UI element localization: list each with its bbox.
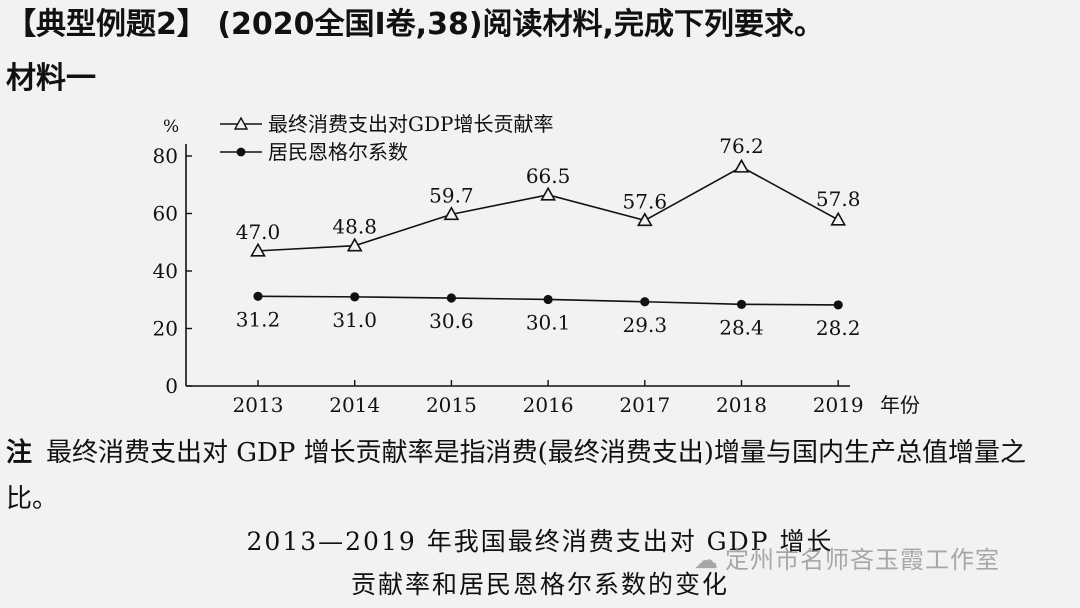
data-label: 28.2 xyxy=(816,316,861,340)
data-point-triangle xyxy=(346,237,363,252)
x-axis-label: 年份 xyxy=(880,393,920,417)
question-title: 【典型例题2】 (2020全国Ⅰ卷,38)阅读材料,完成下列要求。 xyxy=(6,7,824,42)
x-tick-label: 2018 xyxy=(716,393,767,417)
x-tick-label: 2013 xyxy=(233,393,284,417)
data-label: 30.1 xyxy=(526,310,571,334)
data-point-circle xyxy=(833,300,843,310)
data-label: 57.8 xyxy=(816,187,861,211)
x-tick-label: 2014 xyxy=(329,393,380,417)
data-point-circle xyxy=(543,294,553,305)
data-point-triangle xyxy=(636,212,653,227)
data-point-circle xyxy=(253,291,263,301)
legend-marker-circle xyxy=(236,147,246,157)
legend-marker-triangle xyxy=(233,116,249,130)
data-point-triangle xyxy=(250,242,266,257)
wechat-icon: ☁ xyxy=(694,546,719,574)
data-point-triangle xyxy=(733,158,750,173)
data-label: 48.8 xyxy=(332,215,377,239)
material-label: 材料一 xyxy=(6,61,96,96)
data-label: 28.4 xyxy=(719,315,764,339)
data-point-triangle xyxy=(443,206,460,221)
data-label: 47.0 xyxy=(236,220,281,244)
x-tick-label: 2017 xyxy=(619,393,670,417)
data-label: 59.7 xyxy=(429,183,474,207)
y-axis-unit-label: % xyxy=(163,117,179,137)
x-tick-label: 2015 xyxy=(426,393,477,417)
chart-caption-line2: 贡献率和居民恩格尔系数的变化 xyxy=(350,570,729,599)
watermark: ☁ 定州市名师吝玉霞工作室 xyxy=(694,540,1000,575)
data-label: 66.5 xyxy=(526,164,571,188)
data-point-triangle xyxy=(540,186,556,201)
note-tag: 注 xyxy=(6,438,33,468)
line-chart: 0 20 40 60 80% 2013 2014 2015 2016 2017 2018 2019 年份… xyxy=(153,112,920,417)
x-tick-label: 2019 xyxy=(813,393,864,417)
y-tick-label: 0 xyxy=(165,374,178,398)
y-tick-label: 80 xyxy=(153,144,178,168)
data-point-circle xyxy=(446,293,456,303)
data-label: 29.3 xyxy=(623,313,668,337)
y-tick-label: 60 xyxy=(153,202,178,226)
watermark-text: 定州市名师吝玉霞工作室 xyxy=(725,546,1000,574)
chart-note: 注最终消费支出对 GDP 增长贡献率是指消费(最终消费支出)增量与国内生产总值增… xyxy=(6,430,1076,522)
y-tick-label: 40 xyxy=(153,259,178,283)
legend-label: 居民恩格尔系数 xyxy=(268,140,408,164)
data-label: 30.6 xyxy=(429,309,474,333)
note-text: 最终消费支出对 GDP 增长贡献率是指消费(最终消费支出)增量与国内生产总值增量… xyxy=(6,438,1026,514)
data-point-circle xyxy=(736,299,747,309)
legend-label: 最终消费支出对GDP增长贡献率 xyxy=(268,112,553,136)
data-point-circle xyxy=(350,292,360,302)
data-point-triangle xyxy=(830,211,847,226)
chart-caption-line1: 2013—2019 年我国最终消费支出对 GDP 增长 xyxy=(246,527,834,556)
data-point-circle xyxy=(640,297,650,307)
data-label: 76.2 xyxy=(719,134,764,158)
x-tick-label: 2016 xyxy=(523,393,574,417)
data-label: 31.0 xyxy=(332,308,377,332)
y-tick-label: 20 xyxy=(153,317,178,341)
data-label: 57.6 xyxy=(623,189,668,213)
data-label: 31.2 xyxy=(236,307,281,331)
